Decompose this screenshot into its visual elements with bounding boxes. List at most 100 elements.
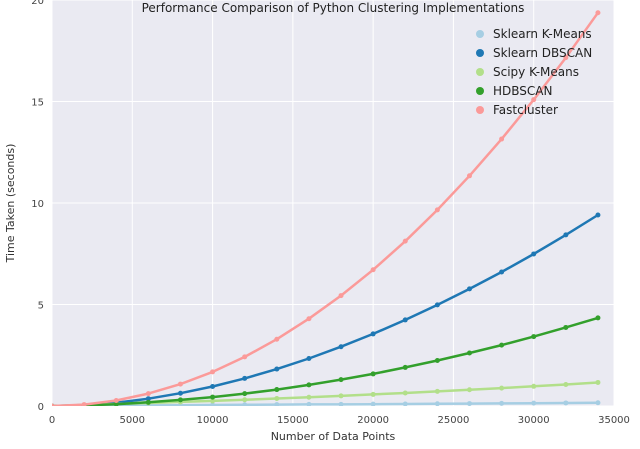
data-point-sklearn-k-means (531, 400, 537, 406)
y-tick-label: 5 (38, 301, 44, 312)
data-point-sklearn-k-means (563, 400, 569, 406)
data-point-fastcluster (242, 354, 248, 360)
data-point-hdbscan (306, 382, 312, 388)
legend-marker-sklearn-dbscan (476, 49, 484, 57)
y-tick-label: 0 (38, 402, 44, 413)
x-tick-label: 20000 (357, 415, 389, 426)
data-point-fastcluster (595, 10, 601, 16)
series-line-fastcluster (52, 12, 599, 406)
data-point-sklearn-dbscan (466, 286, 472, 292)
legend-marker-sklearn-k-means (476, 30, 484, 38)
data-point-sklearn-dbscan (338, 344, 344, 350)
legend-marker-scipy-k-means (476, 68, 484, 76)
data-point-sklearn-k-means (595, 400, 601, 406)
data-point-fastcluster (434, 207, 440, 213)
data-point-fastcluster (563, 55, 569, 61)
series-line-sklearn-dbscan (52, 213, 599, 406)
data-point-hdbscan (402, 364, 408, 370)
legend-label-scipy-k-means: Scipy K-Means (493, 65, 579, 79)
data-point-hdbscan (274, 387, 280, 393)
legend-label-fastcluster: Fastcluster (493, 103, 558, 117)
x-tick-label: 0 (49, 415, 55, 426)
data-point-hdbscan (499, 342, 505, 348)
x-axis-label: Number of Data Points (271, 430, 396, 443)
data-point-fastcluster (402, 238, 408, 244)
y-tick-label: 15 (31, 98, 44, 109)
series-group (52, 10, 601, 406)
chart-title: Performance Comparison of Python Cluster… (142, 1, 525, 15)
data-point-fastcluster (113, 398, 119, 404)
x-tick-label: 30000 (518, 415, 550, 426)
data-point-sklearn-dbscan (563, 232, 569, 238)
data-point-scipy-k-means (210, 398, 216, 404)
y-tick-label: 20 (31, 0, 44, 7)
data-point-sklearn-dbscan (595, 212, 601, 218)
data-point-fastcluster (370, 267, 376, 273)
x-tick-label: 15000 (277, 415, 309, 426)
data-point-scipy-k-means (338, 393, 344, 399)
data-point-sklearn-dbscan (499, 269, 505, 275)
data-point-sklearn-dbscan (242, 375, 248, 381)
x-tick-label: 5000 (120, 415, 145, 426)
data-point-scipy-k-means (434, 388, 440, 394)
data-point-fastcluster (210, 369, 216, 375)
legend-marker-hdbscan (476, 87, 484, 95)
data-point-scipy-k-means (563, 381, 569, 387)
data-point-sklearn-k-means (274, 402, 280, 406)
data-point-fastcluster (531, 97, 537, 103)
data-point-scipy-k-means (466, 387, 472, 393)
data-point-hdbscan (210, 394, 216, 400)
data-point-fastcluster (274, 336, 280, 342)
data-point-hdbscan (531, 334, 537, 340)
data-point-sklearn-k-means (499, 400, 505, 406)
data-point-scipy-k-means (595, 379, 601, 385)
data-point-fastcluster (145, 391, 151, 397)
x-tick-label: 10000 (197, 415, 229, 426)
data-point-sklearn-dbscan (434, 302, 440, 308)
x-tick-label: 35000 (598, 415, 630, 426)
data-point-fastcluster (338, 293, 344, 299)
data-point-scipy-k-means (402, 390, 408, 396)
data-point-sklearn-dbscan (531, 251, 537, 257)
data-point-sklearn-k-means (242, 402, 248, 406)
series-line-sklearn-k-means (52, 401, 598, 406)
data-point-hdbscan (145, 399, 151, 405)
data-point-sklearn-k-means (338, 401, 344, 406)
data-point-sklearn-dbscan (210, 384, 216, 390)
legend-label-sklearn-k-means: Sklearn K-Means (493, 27, 592, 41)
y-axis-label: Time Taken (seconds) (4, 144, 17, 264)
data-point-hdbscan (434, 358, 440, 364)
data-point-hdbscan (177, 397, 183, 403)
data-point-sklearn-dbscan (402, 317, 408, 323)
legend-label-hdbscan: HDBSCAN (493, 84, 552, 98)
data-point-sklearn-dbscan (370, 331, 376, 337)
legend: Sklearn K-Means Sklearn DBSCAN Scipy K-Mea… (476, 27, 592, 117)
data-point-sklearn-dbscan (306, 355, 312, 361)
data-point-scipy-k-means (370, 391, 376, 397)
data-point-scipy-k-means (499, 385, 505, 391)
data-point-sklearn-k-means (370, 401, 376, 406)
data-point-sklearn-k-means (210, 402, 216, 406)
data-point-scipy-k-means (242, 397, 248, 403)
data-point-fastcluster (177, 381, 183, 387)
x-tick-label: 25000 (438, 415, 470, 426)
data-point-hdbscan (338, 377, 344, 383)
data-point-fastcluster (306, 316, 312, 322)
legend-label-sklearn-dbscan: Sklearn DBSCAN (493, 46, 592, 60)
data-point-fastcluster (81, 402, 87, 406)
data-point-sklearn-dbscan (274, 366, 280, 372)
data-point-hdbscan (563, 324, 569, 330)
series-line-hdbscan (52, 316, 599, 406)
data-point-sklearn-k-means (402, 401, 408, 406)
data-point-fastcluster (466, 173, 472, 179)
data-point-hdbscan (466, 350, 472, 356)
x-tick-labels: 0 5000 10000 15000 20000 25000 30000 35000 (49, 415, 630, 426)
data-point-sklearn-k-means (434, 401, 440, 406)
data-point-hdbscan (242, 391, 248, 397)
data-point-scipy-k-means (531, 383, 537, 389)
y-tick-label: 10 (31, 199, 44, 210)
data-point-sklearn-k-means (466, 401, 472, 406)
data-point-hdbscan (370, 371, 376, 377)
data-point-hdbscan (595, 315, 601, 321)
